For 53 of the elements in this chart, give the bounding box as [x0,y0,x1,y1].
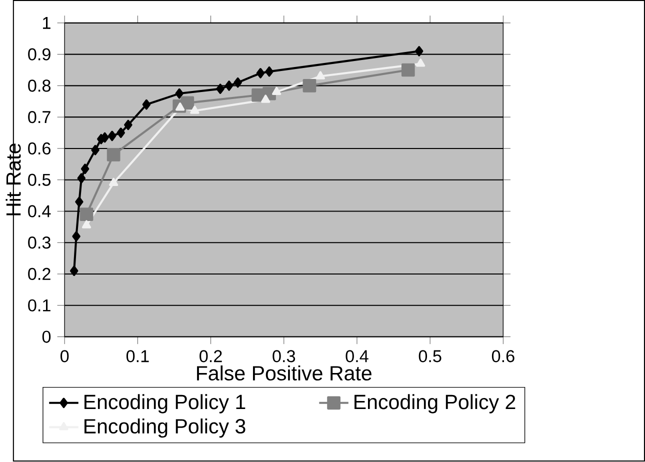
y-tick-label: 0.3 [28,236,50,249]
point [175,102,185,111]
point [416,58,426,68]
y-tick-label: 0.7 [28,111,50,124]
point [302,79,316,93]
point [80,208,94,222]
y-tick-label: 0.8 [28,80,50,92]
point [100,132,109,143]
y-tick-label: 1 [43,17,50,30]
x-tick-label: 0.3 [272,350,296,362]
x-tick-label: 0 [60,350,69,362]
y-tick-label: 0.1 [28,300,50,312]
y-tick-label: 0.9 [28,48,50,61]
point [401,64,415,77]
y-tick-label: 0 [42,330,51,344]
point [216,84,224,94]
point [82,220,92,229]
point [75,196,84,208]
point [256,68,265,79]
y-tick-label: 0.6 [28,142,50,155]
legend-label: Encoding Policy 3 [84,418,246,438]
y-tick-label: 0.2 [28,268,50,280]
x-tick-label: 0.4 [346,350,368,362]
x-tick-label: 0.6 [492,350,514,362]
point [77,173,86,184]
point [116,128,125,138]
point [265,66,274,77]
x-axis-title: False Positive Rate [197,366,372,381]
point [91,145,100,156]
legend-label: Encoding Policy 1 [84,394,246,414]
point [108,178,118,186]
point [72,231,80,242]
point [272,87,282,96]
point [316,71,326,80]
point [234,78,242,88]
point [415,46,424,57]
point [124,120,132,130]
x-tick-label: 0.1 [126,350,149,362]
point [80,164,90,174]
point [190,106,200,114]
point [261,94,270,104]
point [224,80,234,92]
y-tick-label: 0.5 [28,174,51,186]
point [106,148,120,162]
point [180,96,194,110]
point [108,131,116,142]
point [175,88,184,99]
x-tick-label: 0.5 [418,350,442,362]
legend-label: Encoding Policy 2 [354,394,516,414]
x-tick-label: 0.2 [200,350,222,362]
point [70,266,78,276]
point [142,100,151,110]
y-tick-label: 0.4 [28,205,51,218]
